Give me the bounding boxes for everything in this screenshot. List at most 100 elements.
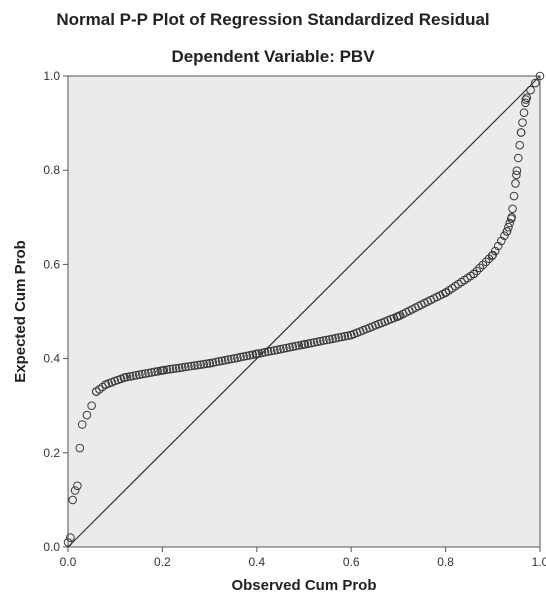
data-point [254, 349, 264, 358]
data-point [217, 356, 227, 366]
x-tick-label: 0.8 [437, 555, 454, 569]
data-point [174, 363, 184, 373]
y-tick-label: 0.4 [43, 352, 60, 366]
data-point [245, 351, 254, 360]
data-point [497, 236, 506, 246]
data-point [276, 344, 285, 354]
reference-line [67, 75, 541, 548]
data-point [236, 352, 245, 362]
data-point [223, 355, 233, 364]
data-point [500, 231, 509, 240]
data-point [484, 254, 494, 264]
data-point [518, 118, 527, 127]
data-point [522, 93, 532, 102]
data-point [147, 368, 156, 377]
data-point [77, 420, 87, 429]
data-point [193, 360, 202, 370]
data-point [475, 263, 485, 273]
data-point [138, 369, 147, 379]
data-point [328, 334, 337, 344]
x-tick-label: 1.0 [532, 555, 546, 569]
y-tick-label: 0.0 [43, 540, 60, 554]
data-point [125, 372, 135, 381]
data-point [312, 337, 322, 347]
data-point [316, 336, 325, 346]
x-axis-label: Observed Cum Prob [231, 577, 376, 594]
data-point [87, 401, 96, 411]
data-point [300, 340, 310, 349]
data-point [260, 347, 270, 357]
data-point [519, 108, 529, 117]
data-point [141, 369, 150, 378]
data-point [331, 333, 340, 343]
data-point [73, 481, 82, 491]
x-tick-label: 0.2 [154, 555, 171, 569]
data-point [128, 371, 138, 381]
data-point [196, 360, 205, 370]
data-point [512, 170, 521, 180]
data-point [294, 341, 304, 350]
data-point [506, 214, 516, 223]
data-point [68, 495, 77, 505]
data-point [472, 266, 482, 276]
data-point [220, 355, 230, 365]
data-point [156, 366, 165, 376]
data-point [504, 222, 513, 232]
data-point [291, 341, 301, 351]
data-point [535, 71, 545, 81]
data-point [512, 166, 522, 175]
data-point [297, 340, 307, 350]
data-point [119, 373, 129, 383]
y-tick-label: 0.8 [43, 163, 60, 177]
data-point [490, 246, 500, 256]
data-point [309, 338, 319, 347]
data-point [481, 257, 491, 267]
chart-title: Normal P-P Plot of Regression Standardiz… [56, 10, 490, 29]
data-point [248, 350, 258, 360]
data-point [168, 364, 178, 374]
chart-subtitle: Dependent Variable: PBV [171, 47, 375, 66]
data-point [184, 362, 193, 371]
data-point [202, 359, 212, 369]
data-point [165, 364, 175, 374]
data-point [515, 140, 525, 150]
x-tick-label: 0.4 [248, 555, 265, 569]
data-point [516, 128, 526, 137]
data-point [340, 332, 350, 341]
data-point [306, 338, 316, 348]
data-point [153, 367, 162, 376]
data-point [159, 365, 169, 375]
data-point [343, 331, 353, 341]
data-point [285, 343, 294, 352]
data-point [325, 335, 334, 344]
data-point [251, 349, 261, 359]
data-point [526, 85, 535, 95]
y-tick-label: 0.2 [43, 446, 60, 460]
data-point [227, 354, 236, 364]
y-tick-label: 0.6 [43, 257, 60, 271]
data-point [521, 95, 531, 104]
y-tick-label: 1.0 [43, 69, 60, 83]
data-point [469, 269, 479, 279]
data-point [478, 260, 488, 270]
data-point [509, 191, 519, 201]
data-point [239, 352, 248, 361]
data-point [233, 353, 242, 363]
data-point [214, 357, 224, 366]
data-point [257, 348, 267, 358]
data-point [199, 359, 208, 369]
data-point [75, 443, 85, 453]
data-point [322, 335, 331, 345]
data-point [266, 346, 276, 356]
data-point [242, 351, 251, 361]
x-tick-label: 0.0 [60, 555, 77, 569]
data-point [135, 370, 144, 380]
data-point [334, 333, 344, 342]
data-point [187, 361, 196, 371]
data-point [263, 347, 273, 356]
data-point [319, 336, 328, 345]
data-point [66, 533, 75, 542]
data-point [303, 339, 313, 349]
data-point [502, 227, 512, 236]
data-point [211, 357, 221, 367]
